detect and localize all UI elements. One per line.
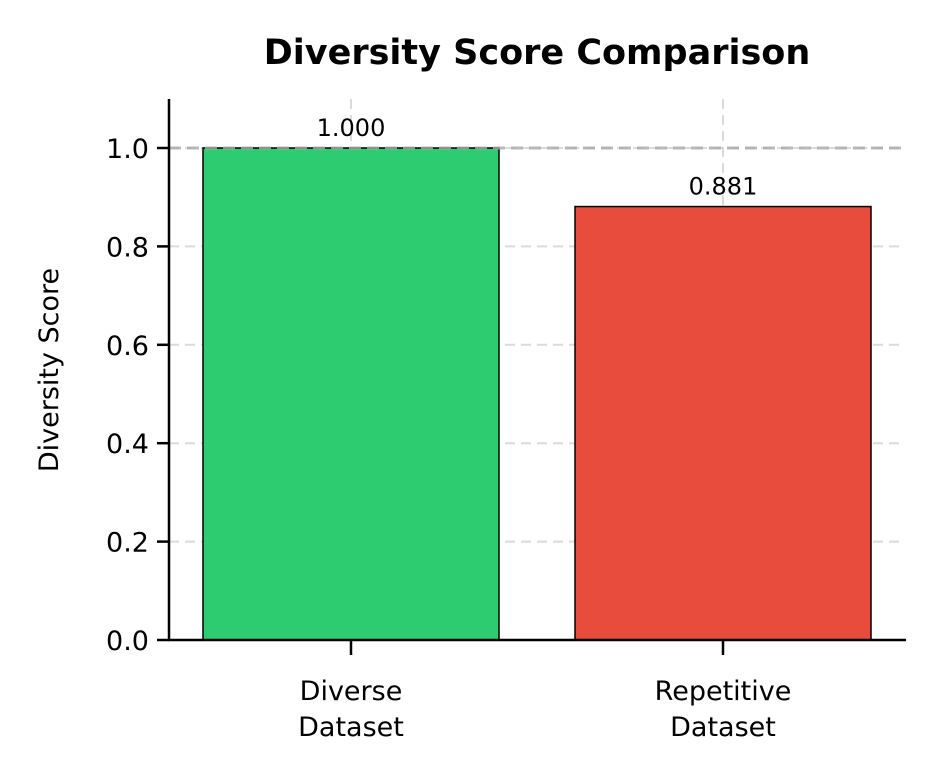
y-tick-label: 0.6: [106, 331, 149, 362]
y-tick-label: 0.0: [106, 626, 149, 657]
axis-ticks: 0.0 0.2 0.4 0.6 0.8 1.0 Diverse Dataset Repetiti…: [106, 134, 791, 743]
bar-value-label: 1.000: [317, 114, 386, 142]
y-tick-label: 0.8: [106, 232, 149, 263]
bar: [574, 205, 872, 641]
y-tick-label: 1.0: [106, 134, 149, 165]
y-tick-label: 0.4: [106, 429, 149, 460]
y-axis-label: Diversity Score: [34, 268, 65, 472]
x-tick-label: Diverse: [300, 676, 403, 707]
chart-title: Diversity Score Comparison: [264, 33, 811, 73]
y-tick-label: 0.2: [106, 528, 149, 559]
bar: [202, 147, 500, 641]
x-tick-label: Repetitive: [655, 676, 792, 707]
x-tick-label: Dataset: [298, 712, 404, 743]
x-tick-label: Dataset: [670, 712, 776, 743]
bar-value-label: 0.881: [689, 173, 758, 201]
bars: 1.000 0.881: [202, 114, 872, 641]
